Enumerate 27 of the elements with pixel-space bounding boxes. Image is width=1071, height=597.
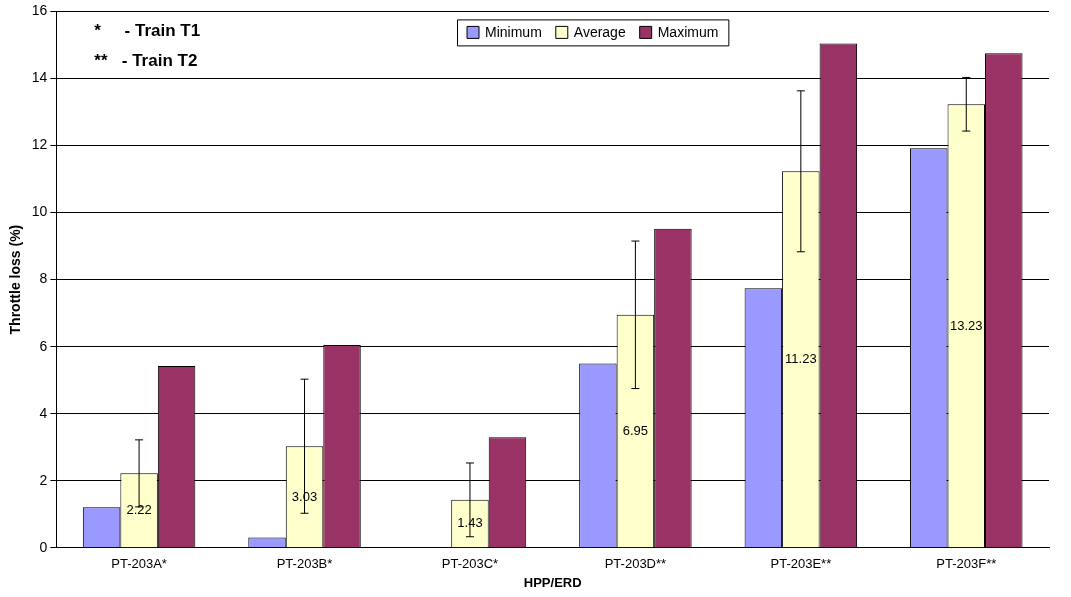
y-tick-label: 16	[31, 2, 48, 19]
data-label: 6.95	[622, 422, 649, 438]
legend-label: Average	[573, 24, 626, 41]
data-label: 11.23	[785, 351, 817, 367]
x-tick-label: PT-203B*	[276, 556, 333, 572]
x-tick-label: PT-203C*	[441, 556, 499, 572]
y-axis-title: Throttle loss (%)	[7, 224, 24, 335]
x-tick-label: PT-203F**	[936, 556, 997, 572]
y-tick-label: 2	[39, 471, 48, 488]
data-label: 2.22	[126, 502, 152, 518]
y-tick-label: 4	[39, 404, 48, 421]
y-tick-label: 6	[39, 337, 48, 354]
x-tick-label: PT-203A*	[111, 556, 167, 572]
data-label: 1.43	[457, 515, 483, 531]
data-label: 13.23	[950, 317, 983, 333]
x-axis-title: HPP/ERD	[523, 574, 582, 590]
y-tick-label: 0	[39, 538, 48, 555]
annotation: ** - Train T2	[94, 51, 198, 71]
legend-label: Maximum	[657, 24, 719, 41]
y-tick-label: 14	[31, 69, 48, 86]
x-tick-label: PT-203E**	[770, 556, 832, 572]
y-tick-label: 8	[39, 270, 48, 287]
annotation: * - Train T1	[94, 21, 201, 41]
y-tick-label: 12	[31, 136, 48, 153]
legend-label: Minimum	[485, 24, 542, 41]
x-tick-label: PT-203D**	[604, 556, 667, 572]
y-tick-label: 10	[31, 203, 48, 220]
